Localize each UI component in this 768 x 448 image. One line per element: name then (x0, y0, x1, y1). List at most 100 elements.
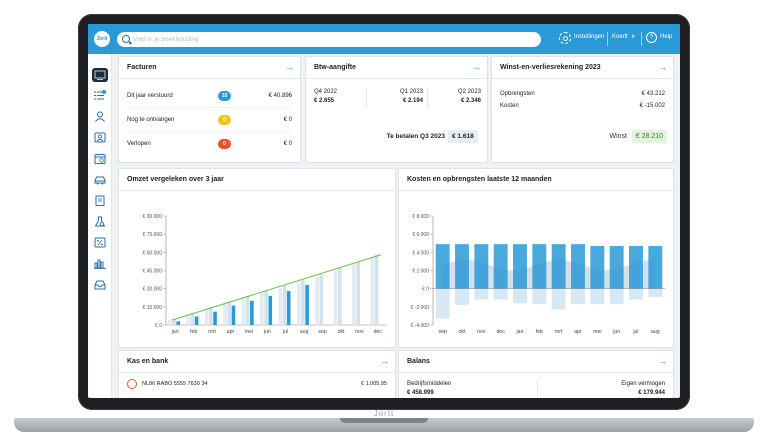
sidebar (88, 54, 112, 398)
dashboard-icon[interactable] (92, 68, 108, 82)
kosten-bar (435, 288, 450, 319)
omzet-bar (190, 312, 195, 325)
count-badge: 10 (218, 91, 231, 101)
kosten-bar (551, 288, 566, 310)
divider (641, 32, 642, 46)
opbrengsten-label: Opbrengsten (500, 91, 535, 97)
kosten-bar (609, 288, 624, 305)
y-tick-label: € 30.000 (143, 287, 163, 293)
omzet-bar (315, 276, 319, 325)
omzet-bar (296, 282, 301, 325)
arrow-right-icon[interactable]: → (380, 356, 389, 366)
x-tick-label: apr (574, 329, 582, 335)
opbrengsten-bar (648, 245, 663, 289)
y-tick-label: € 75.000 (143, 232, 163, 238)
facturen-row[interactable]: Dit jaar verstuurd 10 € 40.896 (127, 84, 292, 108)
document-icon[interactable] (94, 195, 106, 206)
omzet-bar (260, 292, 264, 325)
x-tick-label: okt (337, 329, 344, 335)
x-tick-label: sep (438, 329, 446, 335)
flask-icon[interactable] (94, 216, 106, 227)
top-bar: Jortt Instellingen Koerlt ∨ ? Help (88, 24, 680, 54)
settings-link[interactable]: Instellingen (574, 34, 605, 40)
kosten-bar (571, 288, 585, 305)
opbrengsten-bar (629, 245, 643, 289)
divider (366, 88, 367, 108)
kosten-bar (532, 288, 547, 305)
list-icon[interactable] (94, 90, 106, 101)
kas-header: Kas en bank → (119, 351, 395, 373)
kosten-header: Kosten en opbrengsten laatste 12 maanden (399, 169, 673, 191)
facturen-title: Facturen (127, 64, 157, 71)
y-tick-label: € 90.000 (143, 214, 163, 220)
laptop-notch (340, 418, 428, 423)
opbrengsten-bar (455, 244, 469, 289)
bar-chart-icon[interactable] (94, 258, 106, 269)
kosten-bar (493, 288, 508, 300)
arrow-right-icon[interactable]: → (658, 62, 667, 72)
facturen-row-label: Verlopen (127, 141, 151, 147)
arrow-right-icon[interactable]: → (472, 62, 481, 72)
omzet-bar (168, 320, 172, 325)
gear-icon[interactable] (559, 32, 571, 44)
help-link[interactable]: Help (660, 34, 673, 40)
percent-icon[interactable] (94, 237, 106, 248)
omzet-bar (282, 285, 287, 325)
chevron-down-icon[interactable]: ∨ (631, 34, 636, 40)
omzet-bar (231, 305, 236, 325)
help-icon[interactable]: ? (646, 32, 657, 43)
btw-period: Q4 2022 (314, 89, 338, 95)
opbrengsten-value: € 43.212 (641, 91, 665, 97)
kosten-value: € -15.002 (639, 103, 665, 109)
facturen-row-label: Dit jaar verstuurd (127, 93, 173, 99)
opbrengsten-bar (435, 244, 450, 289)
kosten-bar (590, 288, 605, 305)
kosten-card: Kosten en opbrengsten laatste 12 maanden… (398, 168, 674, 348)
opbrengsten-bar (551, 244, 566, 289)
x-tick-label: jun (263, 329, 271, 335)
search-input[interactable] (133, 33, 533, 46)
btw-amount: € 2.194 (402, 98, 423, 104)
trend-line (171, 254, 382, 321)
inbox-icon[interactable] (94, 279, 106, 290)
btw-due-label: Te betalen Q3 2023 (386, 133, 445, 140)
facturen-header: Facturen → (119, 57, 300, 79)
winst-header: Winst-en-verliesrekening 2023 → (492, 57, 673, 79)
kosten-label: Kosten (500, 103, 519, 109)
search-icon (122, 35, 130, 43)
count-badge: 0 (218, 139, 231, 149)
omzet-bar (268, 295, 273, 325)
omzet-header: Omzet vergeleken over 3 jaar (119, 169, 395, 191)
person-icon[interactable] (94, 111, 106, 122)
search-bar[interactable] (117, 32, 541, 47)
kosten-bar (474, 288, 489, 300)
x-tick-label: nov (477, 329, 486, 335)
arrow-right-icon[interactable]: → (658, 356, 667, 366)
kosten-bar (629, 288, 643, 300)
x-tick-label: feb (190, 329, 197, 335)
user-menu[interactable]: Koerlt (612, 34, 628, 40)
kas-card: Kas en bank → NL86 RABO 5555 7630 34 € 1… (118, 350, 396, 398)
calendar-icon[interactable] (94, 153, 106, 164)
jortt-logo[interactable]: Jortt (94, 31, 110, 47)
x-tick-label: dec (374, 329, 383, 335)
opbrengsten-bar (532, 244, 547, 289)
x-tick-label: jul (632, 329, 638, 335)
omzet-bar (245, 295, 250, 325)
btw-header: Btw-aangifte → (306, 57, 487, 79)
opbrengsten-bar (571, 244, 585, 289)
arrow-right-icon[interactable]: → (285, 62, 294, 72)
y-tick-label: € 0 (155, 323, 162, 329)
omzet-bar (319, 274, 324, 325)
facturen-row[interactable]: Verlopen 0 € 0 (127, 132, 292, 156)
facturen-row[interactable]: Nog te ontvangen 0 € 0 (127, 108, 292, 132)
bank-account[interactable]: NL86 RABO 5555 7630 34 (142, 381, 208, 387)
omzet-card: Omzet vergeleken over 3 jaar € 0 € 15.000… (118, 168, 396, 348)
x-tick-label: aug (651, 329, 660, 335)
omzet-bar (278, 287, 283, 325)
x-tick-label: nov (355, 329, 364, 335)
app-screen: Jortt Instellingen Koerlt ∨ ? Help (88, 24, 680, 398)
car-icon[interactable] (94, 174, 106, 185)
contacts-icon[interactable] (94, 132, 106, 143)
